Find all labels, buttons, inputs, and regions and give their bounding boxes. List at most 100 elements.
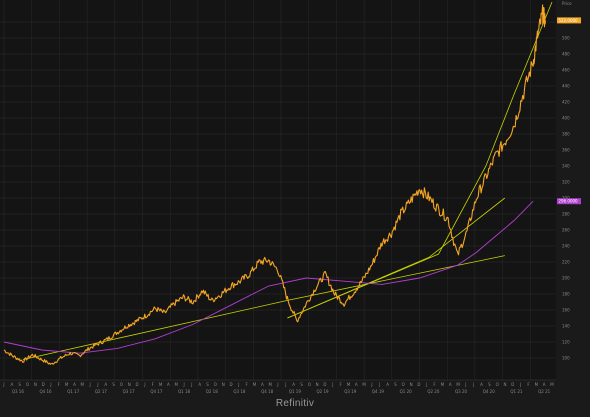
x-quarter-label: Q3 17 — [123, 389, 136, 394]
x-month-label: J — [276, 382, 278, 387]
x-month-label: M — [65, 382, 69, 387]
y-tick-label: 440 — [562, 84, 570, 89]
x-month-label: O — [496, 382, 499, 387]
x-month-label: S — [300, 382, 303, 387]
x-month-label: J — [237, 382, 239, 387]
ma-flag-box — [557, 198, 581, 205]
moving-average-line — [3, 200, 534, 354]
price-flag: 522.0000 — [557, 17, 581, 24]
x-month-label: A — [73, 382, 76, 387]
moving-average-series — [3, 200, 534, 354]
x-quarter-label: Q4 17 — [150, 389, 163, 394]
x-month-label: S — [488, 382, 491, 387]
ma-flag-text: 296.0000 — [559, 199, 579, 204]
x-month-label: O — [308, 382, 311, 387]
x-quarter-label: Q2 17 — [95, 389, 108, 394]
x-month-label: M — [550, 382, 554, 387]
value-flags: 522.0000 296.0000 — [557, 17, 581, 205]
x-quarter-label: Q2 18 — [206, 389, 219, 394]
x-quarter-label: Q4 16 — [40, 389, 53, 394]
x-month-label: F — [433, 382, 436, 387]
x-month-label: F — [527, 382, 530, 387]
plot-area — [0, 0, 556, 380]
x-month-label: M — [268, 382, 272, 387]
y-tick-label: 240 — [562, 244, 570, 249]
ma-flag: 296.0000 — [557, 198, 581, 205]
x-month-label: M — [362, 382, 366, 387]
x-month-label: O — [26, 382, 29, 387]
x-quarter-label: Q1 17 — [67, 389, 80, 394]
x-quarter-label: Q2 20 — [427, 389, 440, 394]
gridlines — [0, 0, 556, 380]
x-month-label: A — [543, 382, 546, 387]
x-month-label: N — [410, 382, 413, 387]
trendline — [287, 1, 553, 319]
x-month-label: M — [253, 382, 257, 387]
x-month-label: F — [58, 382, 61, 387]
x-quarter-label: Q4 20 — [483, 389, 496, 394]
x-axis: Q3 16 Q4 16 Q1 17 Q2 17 Q3 17 Q4 17 Q1 18 Q2 18… — [0, 379, 556, 394]
y-tick-label: 280 — [562, 212, 570, 217]
y-tick-label: 420 — [562, 100, 570, 105]
y-tick-label: 320 — [562, 180, 570, 185]
price-flag-text: 522.0000 — [559, 18, 579, 23]
x-month-label: S — [18, 382, 21, 387]
x-month-label: J — [49, 382, 51, 387]
x-month-label: A — [292, 382, 295, 387]
y-tick-label: 480 — [562, 52, 570, 57]
x-quarter-label: Q3 19 — [344, 389, 357, 394]
x-month-label: A — [167, 382, 170, 387]
y-tick-label: 400 — [562, 116, 570, 121]
x-month-label: A — [261, 382, 264, 387]
x-quarter-label: Q3 16 — [12, 389, 25, 394]
x-quarter-label: Q2 19 — [317, 389, 330, 394]
x-month-label: M — [441, 382, 445, 387]
x-month-label: A — [10, 382, 13, 387]
x-month-label: F — [246, 382, 249, 387]
x-month-label: N — [504, 382, 507, 387]
x-month-label: M — [175, 382, 179, 387]
y-tick-label: 100 — [562, 356, 570, 361]
y-tick-label: 180 — [562, 292, 570, 297]
trendlines — [22, 1, 553, 360]
x-month-label: O — [402, 382, 405, 387]
x-month-label: O — [120, 382, 123, 387]
x-month-label: M — [159, 382, 163, 387]
trendline — [22, 255, 505, 360]
y-tick-label: 380 — [562, 132, 570, 137]
price-line — [3, 4, 546, 365]
x-month-label: M — [456, 382, 460, 387]
x-month-label: A — [198, 382, 201, 387]
x-quarter-label: Q4 19 — [372, 389, 385, 394]
x-month-label: J — [143, 382, 145, 387]
x-month-label: M — [535, 382, 539, 387]
x-month-label: J — [519, 382, 521, 387]
y-tick-label: 120 — [562, 340, 570, 345]
x-month-label: S — [206, 382, 209, 387]
y-tick-label: 160 — [562, 308, 570, 313]
x-month-label: D — [511, 382, 514, 387]
x-month-label: D — [323, 382, 326, 387]
y-unit-label: Price — [562, 1, 572, 6]
x-month-label: N — [128, 382, 131, 387]
y-tick-label: 360 — [562, 148, 570, 153]
y-tick-label: 260 — [562, 228, 570, 233]
x-quarter-label: Q3 20 — [455, 389, 468, 394]
y-tick-label: 340 — [562, 164, 570, 169]
x-month-label: F — [339, 382, 342, 387]
x-month-label: S — [112, 382, 115, 387]
x-month-label: J — [182, 382, 184, 387]
x-month-label: J — [331, 382, 333, 387]
x-month-label: D — [229, 382, 232, 387]
x-month-label: A — [480, 382, 483, 387]
y-tick-label: 300 — [562, 196, 570, 201]
x-month-label: A — [449, 382, 452, 387]
x-month-label: N — [222, 382, 225, 387]
x-month-label: J — [190, 382, 192, 387]
x-quarter-label: Q1 21 — [510, 389, 523, 394]
x-month-label: J — [378, 382, 380, 387]
footer-brand: Refinitiv — [275, 398, 315, 409]
x-month-label: J — [89, 382, 91, 387]
y-tick-label: 200 — [562, 276, 570, 281]
